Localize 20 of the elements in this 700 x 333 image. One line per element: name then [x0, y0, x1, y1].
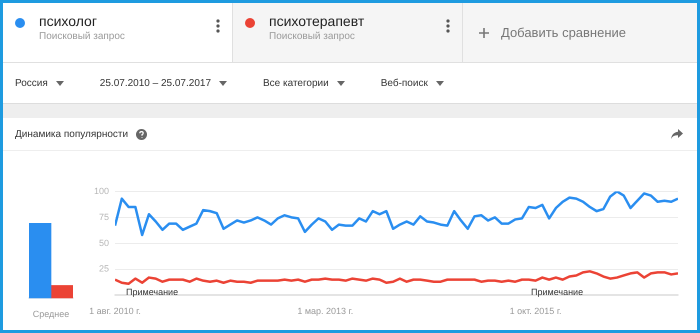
text: 25.07.2010 – 25.07.2017: [100, 78, 212, 88]
text: Поисковый запрос: [39, 31, 126, 42]
x-tick-label: 1 авг. 2010 г.: [89, 306, 141, 316]
annotation: Примечание: [531, 287, 584, 297]
y-tick-label: 50: [99, 238, 110, 248]
text: Поисковый запрос: [269, 31, 356, 42]
text: Веб-поиск: [380, 78, 428, 88]
legend-label: психолог: [39, 13, 98, 29]
chart-title: Динамика популярности: [15, 128, 128, 140]
y-tick-label: 75: [99, 212, 110, 222]
y-tick-label: 25: [99, 264, 110, 274]
text: Все категории: [263, 78, 329, 88]
text: Добавить сравнение: [501, 25, 626, 40]
legend-label: психотерапевт: [269, 13, 366, 29]
y-tick-label: 100: [94, 186, 110, 196]
text: Россия: [15, 78, 48, 88]
x-tick-label: 1 мар. 2013 г.: [297, 306, 354, 316]
x-tick-label: Среднее: [32, 309, 70, 320]
annotation: Примечание: [126, 287, 178, 297]
x-tick-label: 1 окт. 2015 г.: [510, 306, 562, 316]
